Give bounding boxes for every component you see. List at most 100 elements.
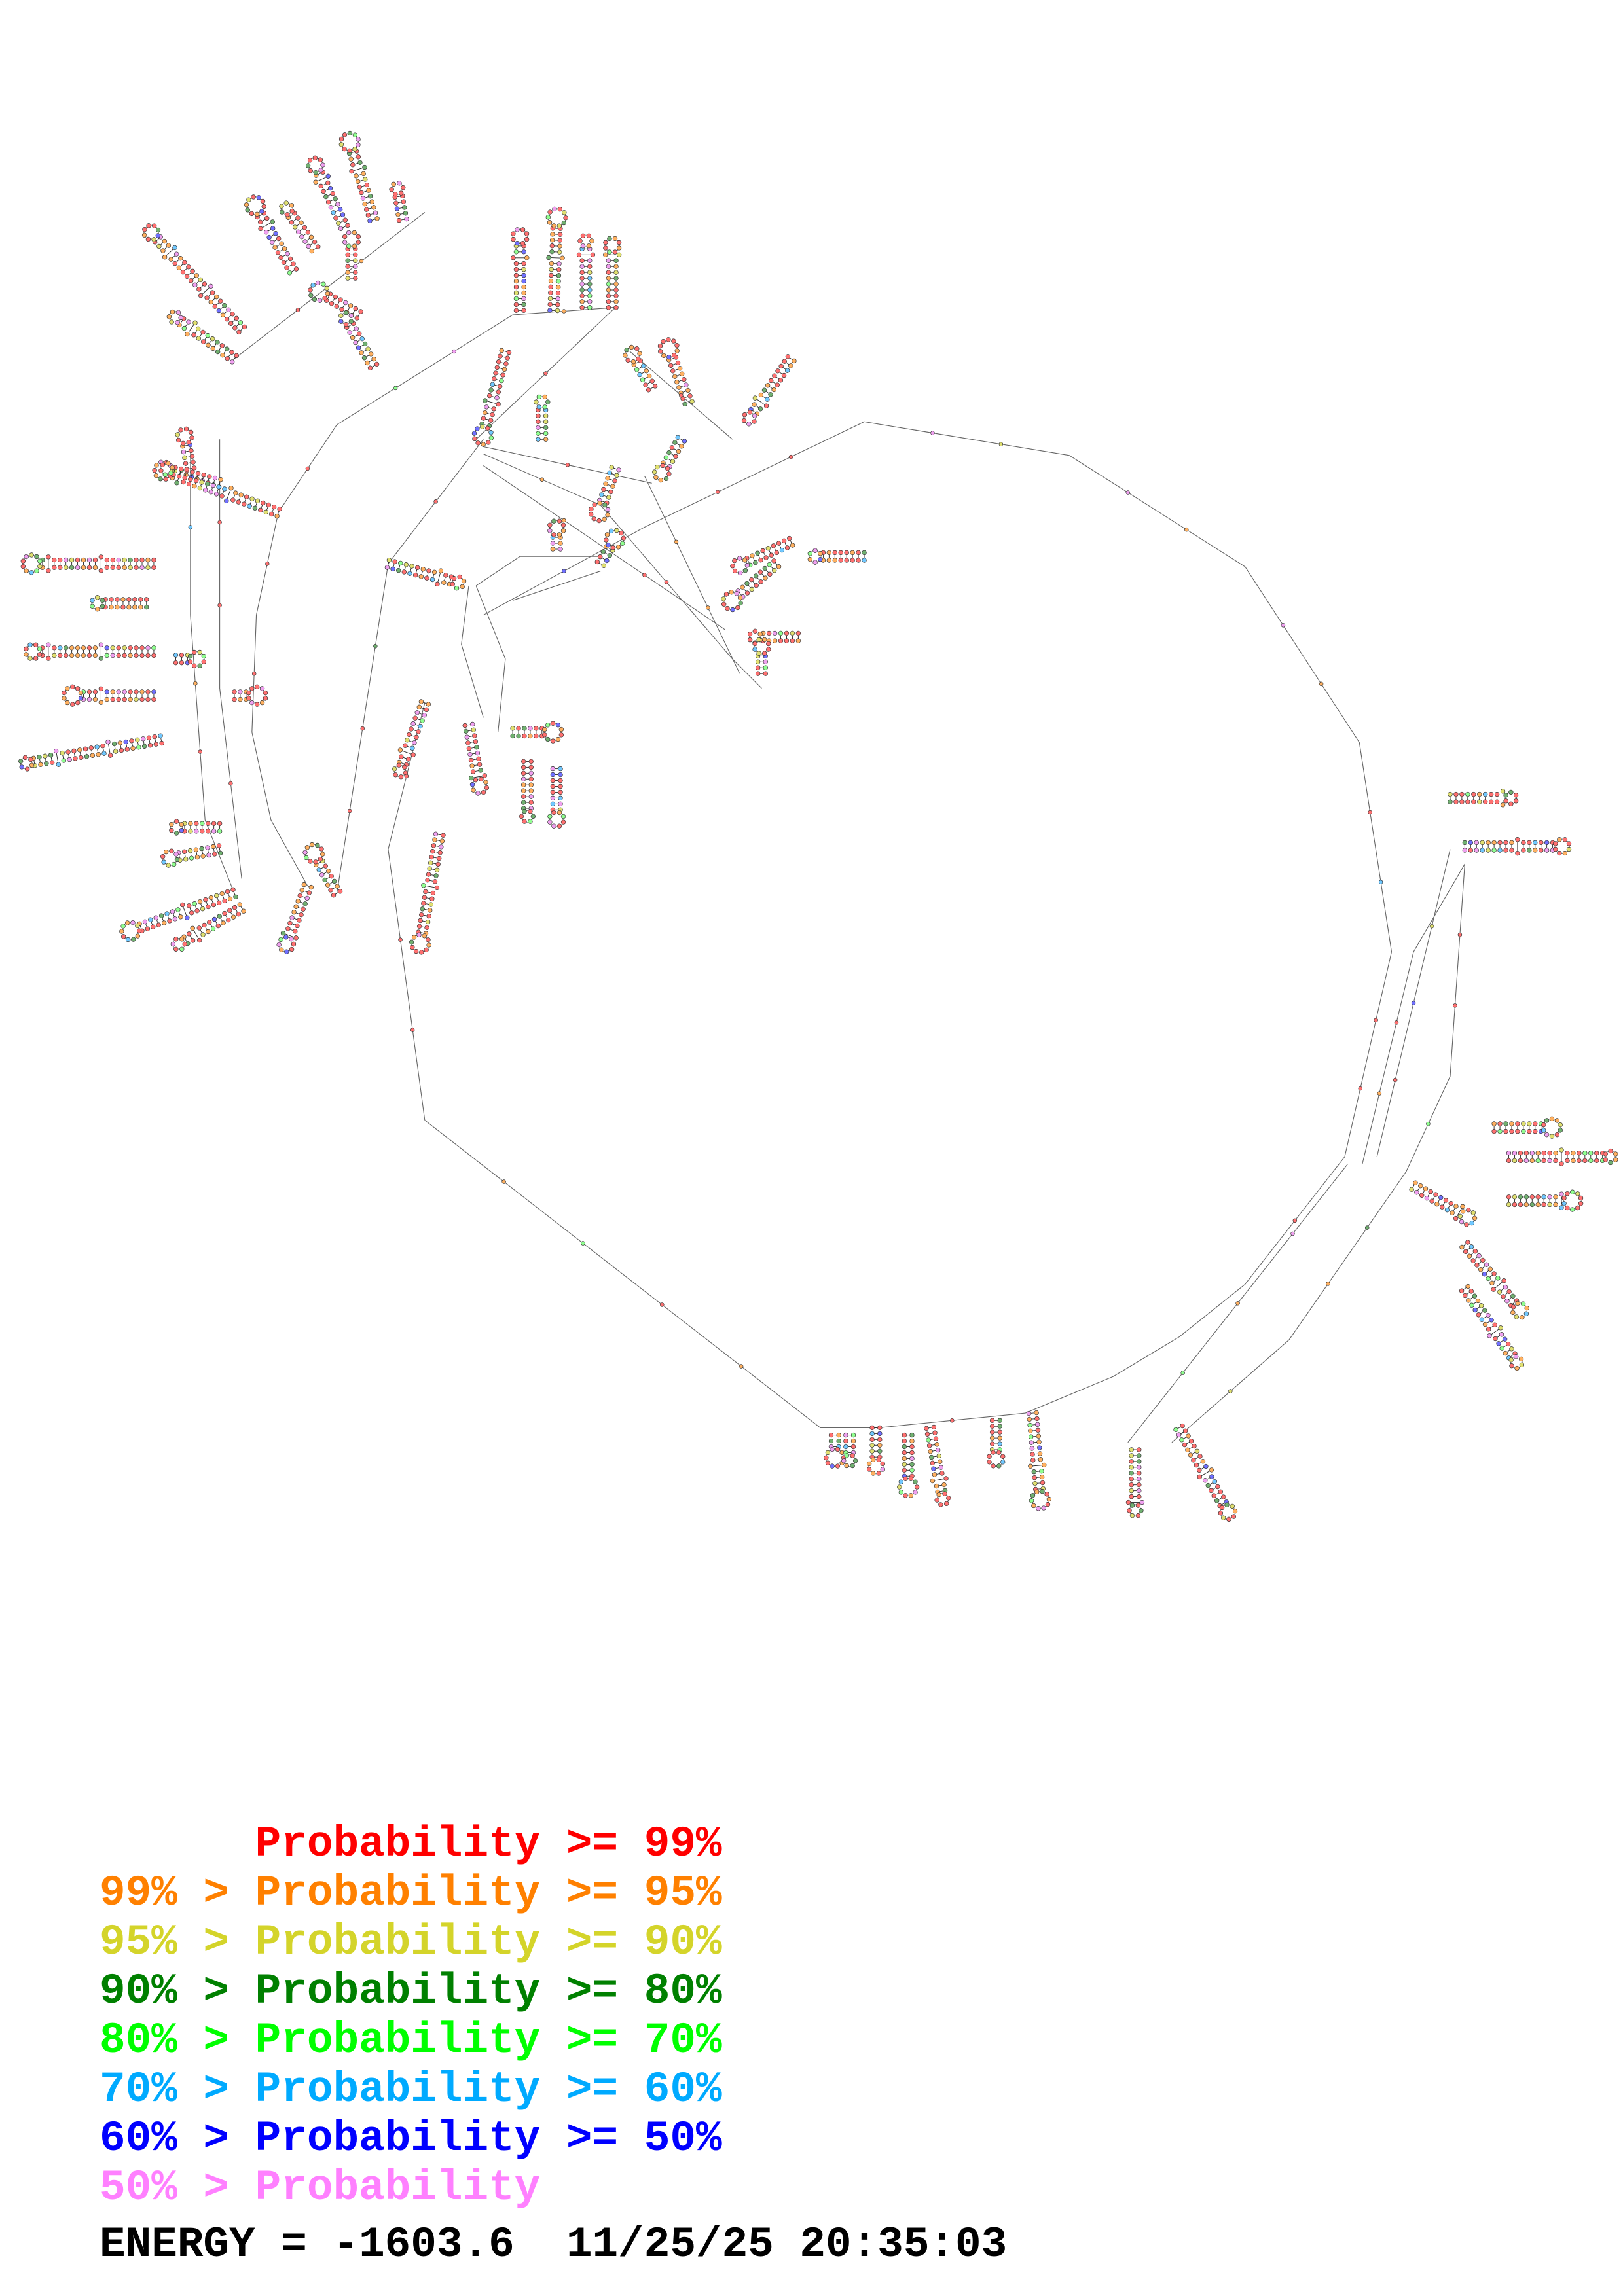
nucleotide <box>1191 1458 1196 1463</box>
nucleotide <box>483 410 488 416</box>
nucleotide <box>94 744 100 749</box>
nucleotide <box>766 641 771 647</box>
nucleotide <box>318 857 323 862</box>
nucleotide <box>166 461 171 466</box>
nucleotide <box>151 689 156 694</box>
nucleotide <box>1326 1282 1330 1286</box>
nucleotide <box>1529 1151 1535 1156</box>
nucleotide <box>404 774 409 779</box>
nucleotide <box>322 877 327 883</box>
nucleotide <box>145 696 151 702</box>
nucleotide <box>98 642 104 647</box>
nucleotide <box>1479 1317 1485 1322</box>
nucleotide <box>232 905 238 910</box>
nucleotide <box>321 281 326 287</box>
nucleotide <box>78 696 84 701</box>
nucleotide <box>211 902 217 908</box>
nucleotide <box>1582 1151 1588 1156</box>
nucleotide <box>1506 1341 1511 1347</box>
nucleotide <box>795 630 801 636</box>
nucleotide <box>488 430 494 435</box>
nucleotide <box>1468 840 1474 846</box>
nucleotide <box>37 564 43 569</box>
nucleotide <box>1184 527 1189 532</box>
nucleotide <box>1527 1121 1532 1126</box>
stem-loop <box>392 699 431 780</box>
nucleotide <box>830 1446 835 1452</box>
nucleotide <box>1429 924 1434 929</box>
nucleotide <box>1502 1336 1508 1342</box>
nucleotide <box>356 234 361 240</box>
nucleotide <box>357 185 362 190</box>
nucleotide <box>663 455 669 460</box>
nucleotide <box>932 1472 938 1477</box>
nucleotide <box>468 775 474 781</box>
nucleotide <box>347 330 352 335</box>
nucleotide <box>172 916 178 922</box>
nucleotide <box>113 749 119 754</box>
stem-loop <box>897 1432 920 1498</box>
nucleotide <box>397 747 403 753</box>
nucleotide <box>124 920 130 925</box>
nucleotide <box>601 486 606 492</box>
nucleotide <box>75 700 81 706</box>
nucleotide <box>1209 1488 1214 1494</box>
nucleotide <box>462 723 467 728</box>
nucleotide <box>1509 1346 1514 1352</box>
nucleotide <box>1509 1121 1514 1126</box>
nucleotide <box>771 543 776 548</box>
nucleotide <box>1182 1442 1188 1448</box>
nucleotide <box>1035 1427 1041 1433</box>
nucleotide <box>543 431 549 436</box>
nucleotide <box>602 502 608 508</box>
nucleotide <box>232 696 237 702</box>
nucleotide <box>616 245 622 251</box>
nucleotide <box>1570 1189 1575 1194</box>
nucleotide <box>200 329 206 335</box>
legend-item-99: Probability >= 99% <box>255 1820 722 1869</box>
nucleotide <box>547 296 553 301</box>
nucleotide <box>666 337 671 342</box>
nucleotide <box>354 173 359 179</box>
nucleotide <box>606 270 611 275</box>
nucleotide <box>521 302 526 308</box>
nucleotide <box>418 918 423 924</box>
nucleotide <box>470 769 476 774</box>
nucleotide <box>419 950 424 955</box>
nucleotide <box>79 755 84 761</box>
nucleotide <box>255 498 261 504</box>
nucleotide <box>192 483 197 489</box>
nucleotide <box>613 305 619 310</box>
nucleotide <box>555 302 560 308</box>
nucleotide <box>542 404 547 410</box>
nucleotide <box>1608 1148 1613 1154</box>
nucleotide <box>989 1429 995 1435</box>
nucleotide <box>673 454 678 459</box>
nucleotide <box>1521 1128 1526 1134</box>
stem-loop <box>24 642 156 661</box>
nucleotide <box>291 941 297 947</box>
nucleotide <box>196 287 202 292</box>
nucleotide <box>70 684 75 690</box>
nucleotide <box>145 689 151 694</box>
nucleotide <box>771 387 776 393</box>
nucleotide <box>269 240 275 245</box>
nucleotide <box>75 653 81 658</box>
nucleotide <box>145 653 151 658</box>
nucleotide <box>1448 799 1453 804</box>
nucleotide <box>1513 793 1519 798</box>
nucleotide <box>338 226 344 231</box>
nucleotide <box>676 448 682 454</box>
nucleotide <box>501 367 507 372</box>
nucleotide <box>513 290 519 296</box>
nucleotide <box>1423 1186 1429 1191</box>
nucleotide <box>295 899 301 904</box>
stem-loop <box>1491 1116 1563 1139</box>
nucleotide <box>556 279 561 284</box>
nucleotide <box>761 387 767 393</box>
nucleotide <box>1219 1505 1225 1511</box>
nucleotide <box>1613 1151 1618 1157</box>
nucleotide <box>1045 1501 1051 1507</box>
nucleotide <box>203 488 208 493</box>
